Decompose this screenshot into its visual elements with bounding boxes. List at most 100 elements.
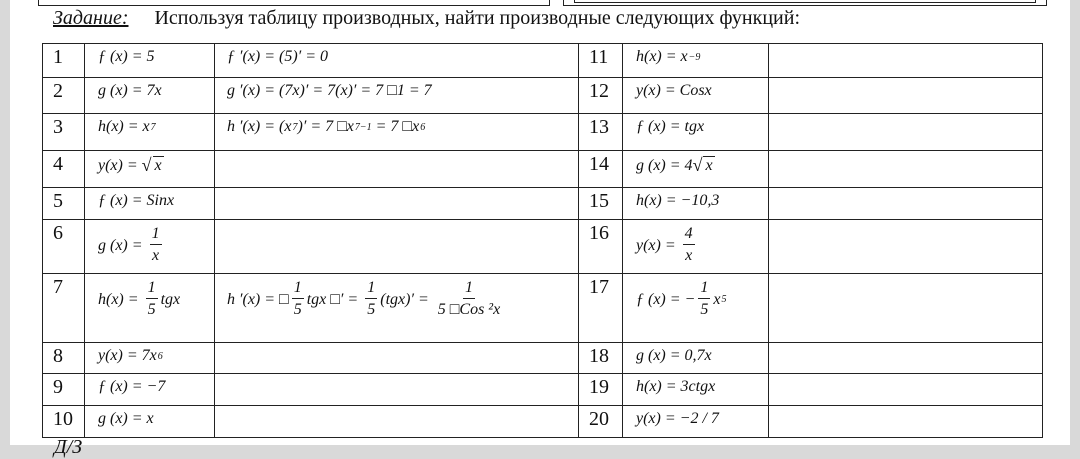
exponent: 6 bbox=[157, 350, 163, 362]
row-number: 14 bbox=[578, 150, 623, 188]
formula-text: ƒ (x) = tgx bbox=[636, 118, 705, 135]
numerator: 1 bbox=[291, 278, 304, 299]
solution-cell bbox=[768, 113, 1043, 151]
formula-text: h(x) = x bbox=[98, 118, 150, 135]
formula: h(x) = −10,3 bbox=[636, 192, 719, 210]
solution-cell bbox=[768, 187, 1043, 220]
row-number: 11 bbox=[578, 43, 623, 78]
function-cell: ƒ (x) = −1 5 x 5 bbox=[622, 273, 769, 343]
formula-text: y(x) = 7x bbox=[98, 347, 157, 364]
exponent: 7−1 bbox=[354, 121, 372, 133]
formula-text: ƒ (x) = −7 bbox=[98, 378, 166, 395]
task-text: Используя таблицу производных, найти про… bbox=[154, 7, 801, 29]
solution-cell bbox=[768, 273, 1043, 343]
solution-cell: ƒ ′(x) = (5)′ = 0 bbox=[214, 43, 579, 78]
radicand: x bbox=[152, 156, 164, 174]
row-number: 20 bbox=[578, 405, 623, 438]
homework-label: Д/З bbox=[54, 436, 83, 458]
function-cell: g (x) = 0,7x bbox=[622, 342, 769, 374]
row-number: 8 bbox=[42, 342, 85, 374]
formula-text: g (x) = 0,7x bbox=[636, 347, 712, 364]
row-number: 5 bbox=[42, 187, 85, 220]
row-number: 4 bbox=[42, 150, 85, 188]
denominator: 5 bbox=[700, 301, 709, 318]
table-row: 8 y(x) = 7x 6 18 g (x) = 0,7x bbox=[42, 342, 1043, 374]
table-row: 2 g (x) = 7x g ′(x) = (7x)′ = 7(x)′ = 7 □1… bbox=[42, 77, 1043, 114]
denominator: 5 bbox=[293, 301, 302, 318]
numerator: 4 bbox=[682, 224, 695, 245]
formula-text: h ′(x) = □ bbox=[227, 290, 289, 308]
solution-cell bbox=[214, 373, 579, 406]
table-row: 1 ƒ (x) = 5 ƒ ′(x) = (5)′ = 0 11 h(x) = x −9 bbox=[42, 43, 1043, 78]
formula: ƒ (x) = −1 5 x 5 bbox=[636, 278, 726, 321]
formula-text: g (x) = 7x bbox=[98, 82, 162, 99]
formula-text: y(x) = −2 / 7 bbox=[636, 410, 719, 427]
function-cell: h(x) = −10,3 bbox=[622, 187, 769, 220]
denominator: x bbox=[685, 247, 693, 264]
formula: g (x) = 4 √ x bbox=[636, 155, 715, 176]
formula-text: (tgx)′ = bbox=[380, 290, 433, 308]
solution-cell bbox=[214, 187, 579, 220]
formula-text: )′ = 7 □x bbox=[297, 118, 354, 135]
formula: g (x) = 0,7x bbox=[636, 347, 712, 365]
formula-text: ƒ (x) = 5 bbox=[98, 48, 155, 65]
fraction: 1 5 □Cos ²x bbox=[436, 278, 502, 321]
exponent: 7 bbox=[292, 121, 298, 133]
function-cell: y(x) = Cosx bbox=[622, 77, 769, 114]
function-cell: y(x) = 7x 6 bbox=[84, 342, 215, 374]
formula-text: ƒ (x) = − bbox=[636, 290, 696, 308]
exponent: 5 bbox=[721, 294, 727, 305]
task-label: Задание: bbox=[53, 7, 129, 29]
row-number: 19 bbox=[578, 373, 623, 406]
exponent: 7 bbox=[150, 121, 156, 133]
formula: y(x) = √ x bbox=[98, 155, 164, 176]
formula: ƒ (x) = Sinx bbox=[98, 192, 174, 210]
numerator: 1 bbox=[145, 278, 158, 299]
row-number: 15 bbox=[578, 187, 623, 220]
solution-cell bbox=[768, 373, 1043, 406]
radicand: x bbox=[703, 156, 715, 174]
row-number: 17 bbox=[578, 273, 623, 343]
formula-text: h(x) = −10,3 bbox=[636, 192, 720, 209]
formula-text: tgx bbox=[160, 290, 181, 308]
table-row: 10 g (x) = x 20 y(x) = −2 / 7 bbox=[42, 405, 1043, 438]
function-cell: y(x) = −2 / 7 bbox=[622, 405, 769, 438]
document-page: Задание: Используя таблицу производных, н… bbox=[10, 0, 1070, 458]
function-cell: h(x) = 3ctgx bbox=[622, 373, 769, 406]
denominator: 5 bbox=[147, 301, 156, 318]
formula: ƒ ′(x) = (5)′ = 0 bbox=[227, 48, 328, 66]
formula-text: h(x) = x bbox=[636, 48, 688, 65]
header-box-right bbox=[563, 0, 1047, 6]
exponent: −9 bbox=[688, 51, 701, 63]
exponent: 6 bbox=[420, 121, 426, 133]
row-number: 13 bbox=[578, 113, 623, 151]
numerator: 1 bbox=[149, 224, 162, 245]
formula: g (x) = x bbox=[98, 410, 154, 428]
formula: h(x) = x −9 bbox=[636, 48, 700, 66]
table-row: 4 y(x) = √ x 14 g (x) = 4 √ x bbox=[42, 150, 1043, 188]
row-number: 9 bbox=[42, 373, 85, 406]
formula-text: ƒ ′(x) = (5)′ = 0 bbox=[227, 48, 329, 65]
sqrt-sign-icon: √ bbox=[692, 155, 703, 175]
formula: ƒ (x) = 5 bbox=[98, 48, 155, 66]
solution-cell bbox=[768, 43, 1043, 78]
formula-text: tgx □′ = bbox=[306, 290, 363, 308]
formula-text: x bbox=[713, 290, 721, 308]
formula-text: g (x) = x bbox=[98, 410, 154, 427]
function-cell: g (x) = x bbox=[84, 405, 215, 438]
function-cell: ƒ (x) = 5 bbox=[84, 43, 215, 78]
row-number: 3 bbox=[42, 113, 85, 151]
table-row: 5 ƒ (x) = Sinx 15 h(x) = −10,3 bbox=[42, 187, 1043, 220]
